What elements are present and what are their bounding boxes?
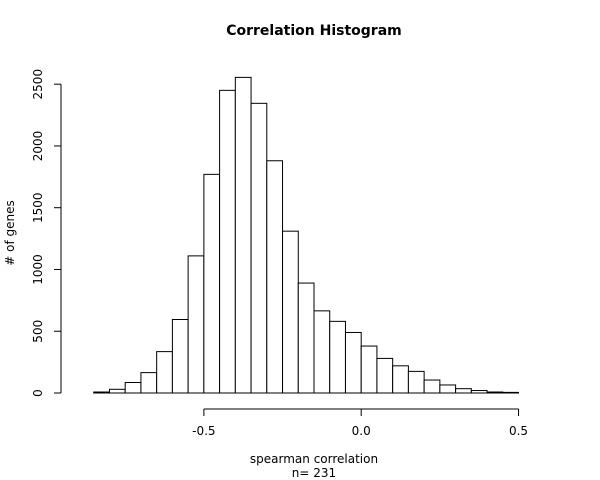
histogram-bar <box>486 391 504 394</box>
histogram-bar <box>187 255 205 394</box>
bars-group <box>93 76 520 394</box>
x-tick-label: -0.5 <box>192 424 215 438</box>
histogram-bar <box>250 102 268 394</box>
histogram-bar <box>124 382 142 394</box>
histogram-bar <box>203 173 221 394</box>
histogram-bar <box>282 230 299 394</box>
histogram-bar <box>266 160 284 394</box>
histogram-bar <box>93 391 110 394</box>
histogram-bar <box>219 89 236 394</box>
histogram-bar <box>439 384 457 394</box>
histogram-bar <box>423 379 441 394</box>
x-axis-label: spearman correlation <box>250 452 378 466</box>
y-tick-label: 500 <box>31 320 45 343</box>
histogram-bar <box>407 370 425 394</box>
chart-title: Correlation Histogram <box>226 23 402 39</box>
histogram-bar <box>455 388 472 394</box>
y-tick-label: 0 <box>31 389 45 397</box>
histogram-bar <box>108 388 126 394</box>
y-tick-label: 2500 <box>31 69 45 100</box>
x-tick-label: 0.5 <box>509 424 528 438</box>
histogram-bar <box>344 331 362 394</box>
y-axis-ticks: 0 500 1000 1500 2000 2500 <box>31 69 61 397</box>
histogram-bar <box>140 372 158 394</box>
histogram-bar <box>297 282 315 394</box>
x-axis-ticks: -0.5 0.0 0.5 <box>192 409 528 438</box>
y-tick-label: 1500 <box>31 192 45 223</box>
y-axis-label: # of genes <box>3 200 17 266</box>
x-axis-sublabel: n= 231 <box>292 466 336 480</box>
histogram-bar <box>313 310 331 394</box>
x-tick-label: 0.0 <box>352 424 371 438</box>
histogram-bar <box>392 365 409 394</box>
y-tick-label: 2000 <box>31 131 45 162</box>
histogram-bar <box>470 390 488 394</box>
histogram-bar <box>360 345 378 394</box>
histogram-bar <box>234 76 252 394</box>
histogram-bar <box>502 391 520 394</box>
histogram-bar <box>376 357 394 394</box>
y-tick-label: 1000 <box>31 254 45 285</box>
histogram-bar <box>171 319 189 394</box>
histogram-bar <box>329 320 346 394</box>
histogram-bar <box>156 351 173 394</box>
